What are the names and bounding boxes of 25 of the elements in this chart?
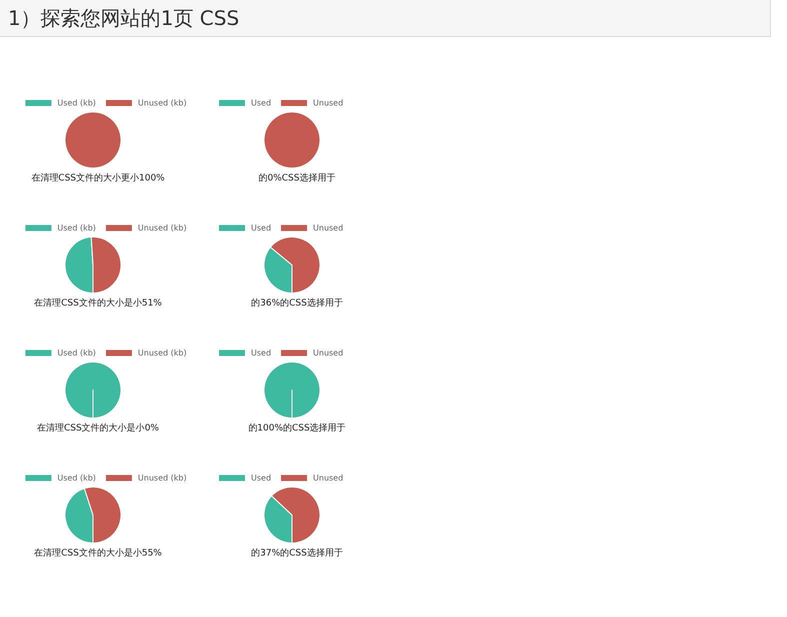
legend-label: Unused <box>313 224 344 232</box>
text: 的37%的CSS选择用于 <box>251 548 343 558</box>
text: 在清理CSS文件的大小更小100% <box>31 172 166 184</box>
legend-label: Used <box>251 474 272 482</box>
text: 在清理CSS文件的大小是小51% <box>34 298 162 308</box>
text: 1）探索您网站的1页 CSS <box>0 0 770 36</box>
legend-label: Used <box>251 98 272 108</box>
legend-label: Used <box>251 224 272 232</box>
legend-label: Used (kb) <box>57 98 96 108</box>
legend-label: Unused (kb) <box>138 348 187 358</box>
legend-label: Used (kb) <box>57 348 96 358</box>
text: 在清理CSS文件的大小是小0% <box>37 422 160 434</box>
legend-label: Unused <box>313 474 344 482</box>
legend-label: Used <box>251 348 272 358</box>
text: 在清理CSS文件的大小是小55% <box>34 548 162 558</box>
legend-label: Unused (kb) <box>138 474 187 482</box>
legend-label: Unused (kb) <box>138 98 187 108</box>
legend-label: Used (kb) <box>57 224 96 232</box>
legend-label: Unused (kb) <box>138 224 187 232</box>
text: 的0%CSS选择用于 <box>258 172 336 184</box>
legend-label: Used (kb) <box>57 474 96 482</box>
text: 的36%的CSS选择用于 <box>251 298 343 308</box>
legend-label: Unused <box>313 98 344 108</box>
legend-label: Unused <box>313 348 344 358</box>
text: 的100%的CSS选择用于 <box>248 422 346 434</box>
